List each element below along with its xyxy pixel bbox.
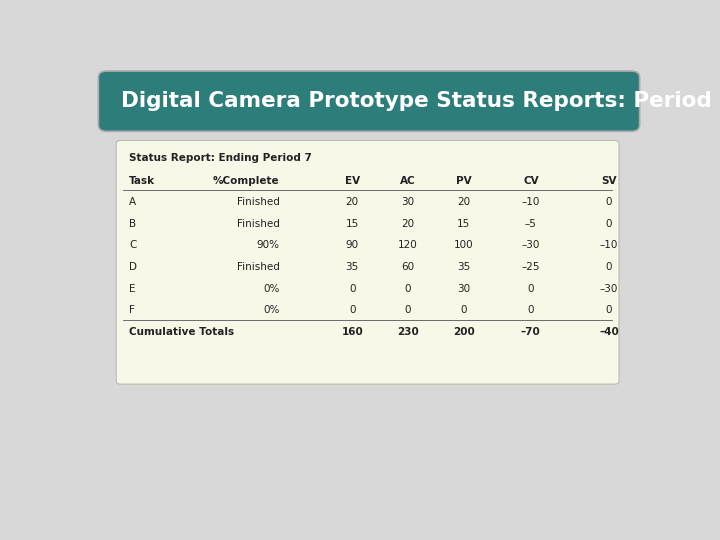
- Text: 15: 15: [346, 219, 359, 228]
- Text: Finished: Finished: [237, 262, 280, 272]
- Text: %Complete: %Complete: [213, 176, 280, 186]
- Text: 100: 100: [454, 240, 474, 250]
- Text: 0: 0: [405, 305, 411, 315]
- Text: 0: 0: [606, 197, 612, 207]
- FancyBboxPatch shape: [99, 71, 639, 131]
- Text: 0: 0: [528, 305, 534, 315]
- Text: 0: 0: [528, 284, 534, 294]
- Text: 0: 0: [349, 284, 356, 294]
- Text: 35: 35: [346, 262, 359, 272]
- Text: 30: 30: [457, 284, 470, 294]
- Text: 0: 0: [349, 305, 356, 315]
- Text: Digital Camera Prototype Status Reports: Period 7: Digital Camera Prototype Status Reports:…: [121, 91, 720, 111]
- Text: 20: 20: [457, 197, 470, 207]
- Text: PV: PV: [456, 176, 472, 186]
- Text: –10: –10: [521, 197, 540, 207]
- Text: Status Report: Ending Period 7: Status Report: Ending Period 7: [129, 153, 312, 164]
- FancyBboxPatch shape: [116, 140, 619, 384]
- Text: 20: 20: [346, 197, 359, 207]
- Text: 0%: 0%: [264, 284, 280, 294]
- Text: 20: 20: [402, 219, 415, 228]
- Text: Task: Task: [129, 176, 156, 186]
- Text: 90: 90: [346, 240, 359, 250]
- Text: 60: 60: [402, 262, 415, 272]
- Text: 160: 160: [341, 327, 363, 337]
- Text: B: B: [129, 219, 136, 228]
- Text: F: F: [129, 305, 135, 315]
- Text: 30: 30: [402, 197, 415, 207]
- Text: 90%: 90%: [257, 240, 280, 250]
- Text: 0: 0: [606, 262, 612, 272]
- Text: –40: –40: [599, 327, 618, 337]
- Text: 0: 0: [606, 219, 612, 228]
- Text: AC: AC: [400, 176, 416, 186]
- Text: Cumulative Totals: Cumulative Totals: [129, 327, 234, 337]
- Text: SV: SV: [601, 176, 617, 186]
- Text: –70: –70: [521, 327, 541, 337]
- Text: Finished: Finished: [237, 219, 280, 228]
- Text: –10: –10: [600, 240, 618, 250]
- Text: 15: 15: [457, 219, 470, 228]
- Text: A: A: [129, 197, 136, 207]
- Text: E: E: [129, 284, 135, 294]
- Text: Finished: Finished: [237, 197, 280, 207]
- Text: –30: –30: [521, 240, 540, 250]
- Text: 0%: 0%: [264, 305, 280, 315]
- Text: 120: 120: [398, 240, 418, 250]
- Text: D: D: [129, 262, 137, 272]
- Text: 230: 230: [397, 327, 419, 337]
- Text: CV: CV: [523, 176, 539, 186]
- Text: 200: 200: [453, 327, 474, 337]
- Text: –30: –30: [600, 284, 618, 294]
- Text: EV: EV: [345, 176, 360, 186]
- Text: –5: –5: [525, 219, 536, 228]
- Text: C: C: [129, 240, 136, 250]
- Text: 0: 0: [405, 284, 411, 294]
- Text: 0: 0: [461, 305, 467, 315]
- Text: 35: 35: [457, 262, 470, 272]
- Text: 0: 0: [606, 305, 612, 315]
- Text: –25: –25: [521, 262, 540, 272]
